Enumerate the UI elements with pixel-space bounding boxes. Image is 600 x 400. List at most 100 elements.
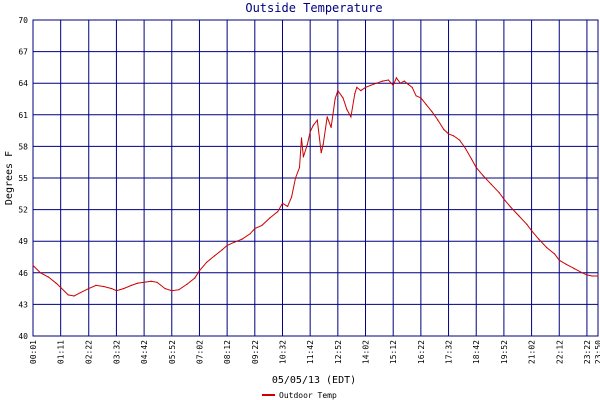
x-tick-label: 23:22 bbox=[583, 340, 592, 364]
data-point bbox=[320, 152, 322, 154]
y-axis-label: Degrees F bbox=[4, 151, 15, 205]
data-point bbox=[381, 80, 384, 82]
legend: Outdoor Temp bbox=[262, 391, 337, 400]
y-tick-label: 40 bbox=[18, 332, 28, 341]
data-point bbox=[136, 282, 138, 284]
data-point bbox=[213, 255, 216, 257]
chart-title: Outside Temperature bbox=[245, 1, 382, 15]
x-tick-label: 02:22 bbox=[85, 340, 94, 364]
y-tick-label: 52 bbox=[18, 206, 28, 215]
data-point bbox=[503, 198, 505, 200]
data-point bbox=[482, 175, 484, 177]
data-point bbox=[586, 274, 588, 276]
plot-grid bbox=[32, 19, 599, 337]
data-point bbox=[143, 281, 145, 283]
data-point bbox=[32, 264, 34, 266]
x-tick-label: 16:22 bbox=[417, 340, 426, 364]
data-point bbox=[316, 119, 318, 121]
data-point bbox=[60, 286, 62, 289]
data-point bbox=[186, 283, 188, 285]
data-point bbox=[581, 272, 583, 274]
x-tick-label: 08:12 bbox=[223, 340, 232, 364]
data-point bbox=[510, 206, 512, 209]
data-point bbox=[453, 135, 455, 137]
x-tick-label: 14:02 bbox=[362, 340, 371, 364]
data-point bbox=[342, 97, 344, 99]
data-point bbox=[326, 116, 328, 118]
series-line-0 bbox=[32, 76, 598, 297]
data-point bbox=[261, 224, 263, 226]
data-point bbox=[399, 82, 401, 84]
data-point bbox=[464, 147, 467, 150]
data-point bbox=[73, 295, 75, 297]
x-tick-labels: 00:01 01:11 02:22 03:32 04:42 05:52 07:02 08:12… bbox=[29, 340, 600, 364]
data-point bbox=[241, 238, 243, 240]
data-point bbox=[221, 249, 223, 251]
x-tick-label: 12:52 bbox=[334, 340, 343, 364]
data-point bbox=[79, 292, 81, 294]
data-point bbox=[281, 202, 284, 204]
data-point bbox=[206, 261, 208, 263]
data-point bbox=[411, 86, 413, 88]
data-point bbox=[392, 84, 394, 86]
x-tick-label: 04:42 bbox=[140, 340, 149, 364]
data-point bbox=[425, 103, 427, 105]
data-point bbox=[226, 244, 228, 246]
x-tick-label: 21:02 bbox=[528, 340, 537, 364]
y-tick-label: 64 bbox=[18, 79, 28, 88]
data-point bbox=[387, 79, 389, 81]
data-point bbox=[346, 108, 348, 111]
data-point bbox=[531, 230, 533, 232]
data-point bbox=[306, 143, 308, 145]
x-tick-label: 03:32 bbox=[112, 340, 121, 364]
series-lines bbox=[32, 76, 599, 297]
y-tick-label: 67 bbox=[18, 48, 28, 57]
data-point bbox=[565, 263, 568, 265]
data-point bbox=[431, 111, 433, 113]
data-point bbox=[443, 128, 445, 131]
data-point bbox=[334, 98, 336, 100]
data-point bbox=[526, 223, 528, 225]
data-point bbox=[546, 246, 548, 249]
data-point bbox=[269, 217, 271, 219]
x-tick-label: 17:32 bbox=[445, 340, 454, 364]
data-point bbox=[330, 126, 332, 128]
data-point bbox=[356, 86, 358, 88]
data-point bbox=[407, 83, 409, 85]
data-point bbox=[254, 228, 256, 230]
data-point bbox=[122, 288, 125, 290]
data-point bbox=[360, 90, 362, 92]
x-tick-label: 11:42 bbox=[306, 340, 315, 364]
data-point bbox=[420, 97, 422, 99]
y-tick-labels: 40 43 46 49 52 55 58 61 64 67 70 bbox=[18, 16, 28, 341]
data-point bbox=[498, 192, 500, 194]
data-point bbox=[591, 275, 593, 277]
y-tick-label: 46 bbox=[18, 269, 28, 278]
data-point bbox=[194, 277, 196, 279]
data-point bbox=[395, 77, 397, 79]
data-point bbox=[350, 116, 352, 118]
data-point bbox=[171, 290, 173, 292]
data-point bbox=[470, 158, 473, 160]
data-point bbox=[553, 253, 556, 255]
y-tick-label: 43 bbox=[18, 300, 28, 309]
x-tick-label: 18:42 bbox=[472, 340, 481, 364]
data-point bbox=[322, 143, 324, 145]
data-point bbox=[294, 177, 297, 179]
data-point bbox=[298, 166, 301, 169]
data-point bbox=[370, 84, 372, 86]
data-point bbox=[249, 233, 251, 235]
x-tick-label: 10:32 bbox=[278, 340, 287, 364]
data-point bbox=[475, 166, 477, 169]
x-tick-label: 07:02 bbox=[195, 340, 204, 364]
data-point bbox=[233, 241, 235, 243]
x-tick-label: 01:11 bbox=[57, 340, 66, 364]
y-tick-label: 49 bbox=[18, 237, 28, 246]
data-point bbox=[538, 238, 540, 240]
data-point bbox=[67, 294, 69, 296]
data-point bbox=[115, 290, 117, 292]
data-point bbox=[518, 215, 520, 217]
data-point bbox=[300, 137, 303, 139]
data-point bbox=[164, 288, 166, 290]
